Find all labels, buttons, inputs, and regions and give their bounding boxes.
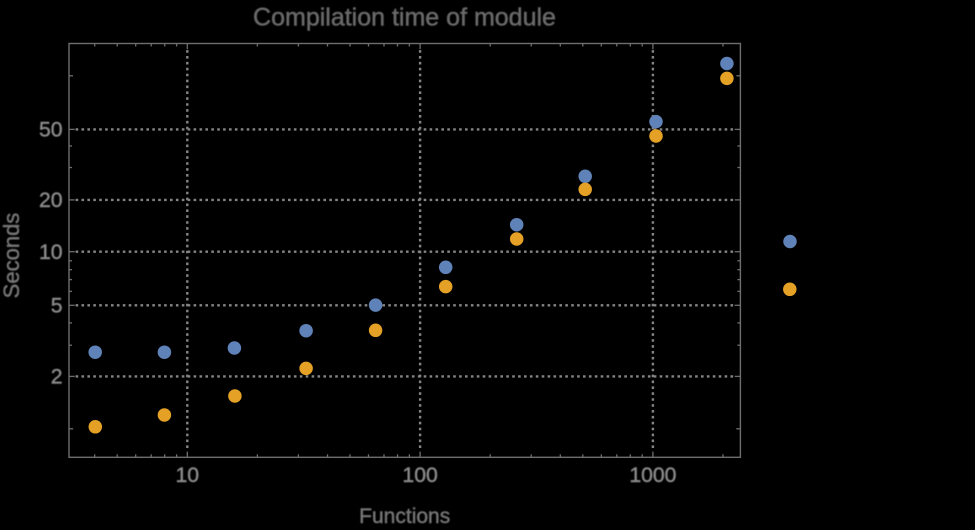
svg-text:10: 10 bbox=[39, 241, 63, 264]
svg-text:Seconds: Seconds bbox=[0, 213, 24, 299]
svg-text:1000: 1000 bbox=[629, 464, 676, 487]
svg-text:20: 20 bbox=[39, 189, 63, 212]
svg-text:5: 5 bbox=[51, 295, 63, 318]
svg-text:2: 2 bbox=[51, 366, 63, 389]
svg-text:100: 100 bbox=[402, 464, 437, 487]
svg-text:Functions: Functions bbox=[359, 505, 450, 525]
svg-text:10: 10 bbox=[176, 464, 200, 487]
svg-text:Compilation time of module: Compilation time of module bbox=[253, 4, 556, 32]
svg-text:50: 50 bbox=[39, 119, 63, 142]
